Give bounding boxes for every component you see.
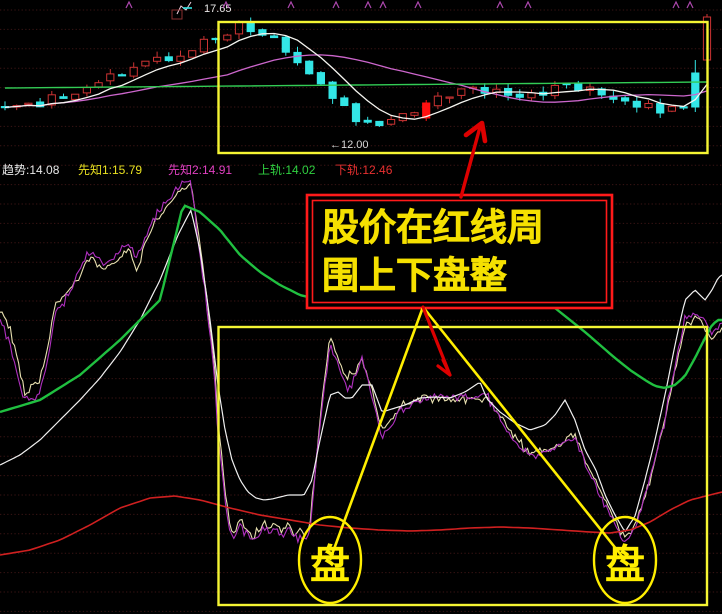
svg-text:股价在红线周: 股价在红线周 (322, 207, 544, 248)
svg-text:盘: 盘 (310, 542, 350, 587)
svg-text:下轨:12.46: 下轨:12.46 (335, 163, 393, 177)
svg-text:先知1:15.79: 先知1:15.79 (78, 163, 142, 177)
svg-text:围上下盘整: 围上下盘整 (322, 255, 507, 296)
svg-text:先知2:14.91: 先知2:14.91 (168, 163, 232, 177)
svg-text:上轨:14.02: 上轨:14.02 (258, 163, 316, 177)
svg-text:趋势:14.08: 趋势:14.08 (2, 163, 60, 177)
svg-text:盘: 盘 (605, 542, 645, 587)
svg-text:←12.00: ←12.00 (330, 139, 369, 151)
